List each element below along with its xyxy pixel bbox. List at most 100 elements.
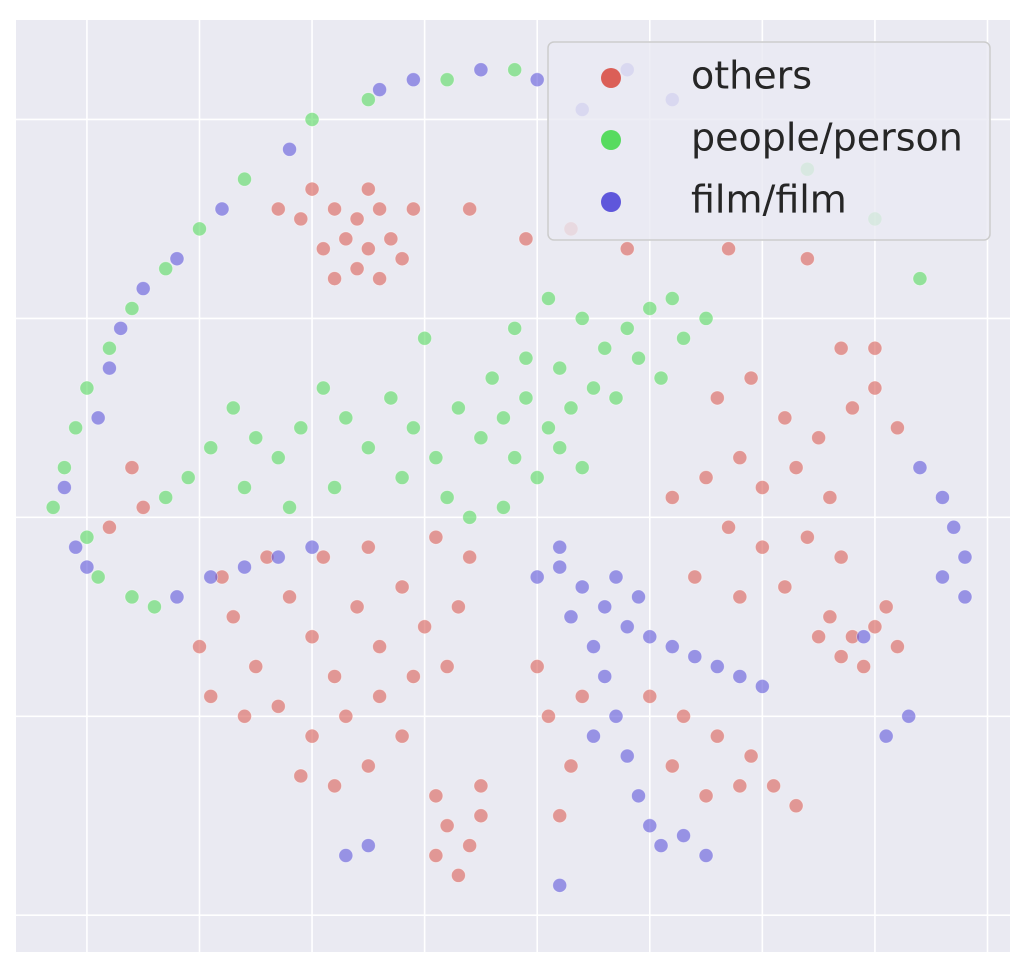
point bbox=[315, 380, 331, 396]
point bbox=[372, 688, 388, 704]
point bbox=[451, 400, 466, 416]
point bbox=[597, 340, 613, 356]
point bbox=[721, 519, 736, 535]
point bbox=[270, 698, 286, 714]
point bbox=[327, 778, 342, 794]
point bbox=[574, 460, 590, 475]
point bbox=[518, 231, 534, 247]
point bbox=[439, 490, 455, 505]
point bbox=[225, 400, 241, 416]
point bbox=[552, 559, 568, 575]
point bbox=[676, 330, 691, 346]
point bbox=[687, 649, 703, 664]
point bbox=[552, 808, 568, 824]
point bbox=[608, 569, 624, 585]
point bbox=[642, 629, 658, 645]
point bbox=[237, 559, 252, 575]
point bbox=[709, 659, 725, 674]
point bbox=[79, 559, 95, 575]
point bbox=[507, 62, 523, 78]
point bbox=[574, 579, 590, 595]
point bbox=[754, 539, 770, 555]
point bbox=[845, 400, 860, 416]
point bbox=[642, 301, 658, 316]
point bbox=[563, 758, 579, 774]
point bbox=[158, 261, 174, 277]
point bbox=[90, 410, 106, 426]
point bbox=[293, 768, 309, 784]
point bbox=[68, 539, 84, 555]
legend-label: others bbox=[691, 54, 812, 98]
point bbox=[867, 340, 883, 356]
point bbox=[901, 708, 917, 724]
point bbox=[653, 370, 669, 386]
point bbox=[428, 529, 444, 545]
legend-marker bbox=[601, 68, 621, 88]
point bbox=[372, 271, 388, 287]
point bbox=[766, 778, 782, 794]
point bbox=[225, 609, 241, 625]
point bbox=[698, 310, 714, 326]
point bbox=[631, 788, 646, 804]
point bbox=[462, 838, 478, 853]
point bbox=[732, 589, 748, 605]
point bbox=[439, 72, 455, 88]
point bbox=[586, 380, 601, 396]
legend-marker bbox=[601, 192, 621, 212]
point bbox=[338, 848, 354, 863]
point bbox=[957, 589, 973, 605]
point bbox=[912, 460, 928, 475]
point bbox=[484, 370, 500, 386]
point bbox=[473, 430, 489, 446]
point bbox=[338, 231, 354, 247]
point bbox=[158, 490, 174, 505]
point bbox=[518, 350, 534, 366]
point bbox=[192, 639, 207, 655]
point bbox=[878, 728, 894, 744]
point bbox=[451, 599, 466, 615]
point bbox=[507, 320, 523, 336]
legend-label: film/film bbox=[691, 178, 847, 222]
point bbox=[237, 480, 252, 495]
point bbox=[777, 410, 793, 426]
point bbox=[57, 480, 72, 495]
point bbox=[619, 748, 635, 764]
point bbox=[113, 320, 129, 336]
point bbox=[417, 619, 433, 635]
point bbox=[451, 868, 466, 883]
point bbox=[327, 669, 342, 684]
point bbox=[473, 778, 489, 794]
point bbox=[169, 589, 185, 605]
point bbox=[462, 549, 478, 565]
point bbox=[304, 728, 320, 744]
point bbox=[732, 778, 748, 794]
point bbox=[496, 410, 511, 426]
point bbox=[405, 420, 421, 436]
point bbox=[293, 420, 309, 436]
point bbox=[890, 420, 905, 436]
point bbox=[203, 688, 219, 704]
point bbox=[698, 788, 714, 804]
point bbox=[552, 440, 568, 456]
point bbox=[57, 460, 72, 475]
legend: others people/person film/film bbox=[547, 41, 991, 241]
point bbox=[338, 410, 354, 426]
point bbox=[552, 360, 568, 376]
point bbox=[833, 340, 849, 356]
point bbox=[743, 748, 759, 764]
point bbox=[529, 72, 545, 88]
point bbox=[135, 499, 151, 515]
point bbox=[304, 181, 320, 197]
point bbox=[709, 728, 725, 744]
point bbox=[147, 599, 162, 615]
point bbox=[439, 818, 455, 834]
point bbox=[405, 72, 421, 88]
point bbox=[405, 201, 421, 217]
points bbox=[45, 62, 973, 893]
point bbox=[563, 609, 579, 625]
point bbox=[619, 241, 635, 257]
point bbox=[462, 509, 478, 525]
point bbox=[237, 708, 252, 724]
point bbox=[315, 549, 331, 565]
point bbox=[586, 639, 601, 655]
